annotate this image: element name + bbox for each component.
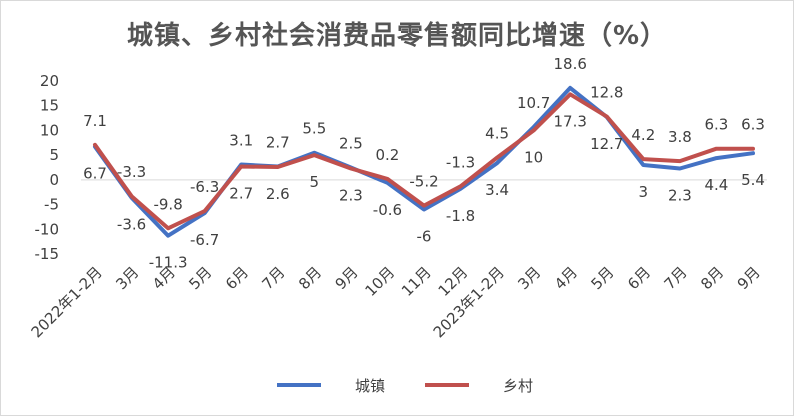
data-label: 7.1 [83,112,107,130]
x-tick-label: 11月 [398,263,435,300]
x-tick-label: 8月 [295,263,325,293]
data-label: -3.3 [117,163,146,181]
legend-label-urban: 城镇 [355,376,386,395]
y-tick-label: -15 [35,245,60,263]
x-tick-label: 10月 [361,263,398,300]
y-tick-label: 5 [49,146,59,164]
data-label: 4.2 [631,126,655,144]
data-label: 5.5 [302,120,326,138]
legend-swatch-urban [277,383,321,387]
data-label: 2.7 [229,185,253,203]
x-tick-label: 5月 [588,263,618,293]
x-tick-label: 5月 [185,263,215,293]
y-tick-label: -5 [44,196,59,214]
data-label: 10.7 [517,94,550,112]
legend-swatch-rural [425,383,469,387]
y-tick-label: 15 [40,97,59,115]
data-label: 3 [639,183,649,201]
x-tick-label: 6月 [222,263,252,293]
data-label: 6.7 [83,165,107,183]
data-label: -11.3 [149,254,188,272]
data-label: 2.5 [339,135,363,153]
x-tick-label: 4月 [551,263,581,293]
y-tick-label: -10 [35,220,60,238]
data-label: 2.7 [266,134,290,152]
series-line-urban [93,85,755,238]
data-label: 3.1 [229,132,253,150]
data-label: -6.7 [190,231,219,249]
data-label: 2.3 [668,186,692,204]
data-label: 2.6 [266,185,290,203]
chart-title: 城镇、乡村社会消费品零售额同比增速（%） [126,21,668,51]
legend-item-urban: 城镇 [277,373,385,397]
x-tick-label: 9月 [332,263,362,293]
x-tick-label: 3月 [514,263,544,293]
x-tick-label: 8月 [697,263,727,293]
x-tick-label: 6月 [624,263,654,293]
data-label: 6.3 [705,116,729,134]
data-label: -5.2 [409,173,438,191]
x-tick-label: 9月 [734,263,764,293]
data-label: 6.3 [741,116,765,134]
data-label: 12.8 [590,84,623,102]
x-tick-label: 7月 [661,263,691,293]
legend-item-rural: 乡村 [425,373,533,397]
data-label: 2.3 [339,186,363,204]
y-tick-label: 10 [40,121,59,139]
data-label: -1.8 [446,207,475,225]
x-tick-label: 3月 [112,263,142,293]
data-label: 4.4 [705,176,729,194]
data-label: 0.2 [376,146,400,164]
x-tick-label: 7月 [259,263,289,293]
data-label: -6 [417,228,432,246]
legend: 城镇 乡村 [1,373,793,397]
data-label: 5.4 [741,171,765,189]
data-label: 3.4 [485,181,509,199]
y-tick-label: 0 [49,171,59,189]
data-label: 4.5 [485,125,509,143]
series-line-rural [93,92,755,231]
data-label: -3.6 [117,216,146,234]
legend-label-rural: 乡村 [503,376,534,395]
data-label: 12.7 [590,135,623,153]
y-tick-label: 20 [40,72,59,90]
data-label: -9.8 [153,195,182,213]
data-label: -1.3 [446,153,475,171]
data-label: 18.6 [554,55,587,73]
data-label: 3.8 [668,128,692,146]
x-tick-label: 2022年1-2月 [28,263,106,341]
data-label: 5 [310,173,320,191]
data-label: -6.3 [190,178,219,196]
data-label: 10 [524,148,543,166]
data-label: -0.6 [373,201,402,219]
data-label: 17.3 [554,112,587,130]
